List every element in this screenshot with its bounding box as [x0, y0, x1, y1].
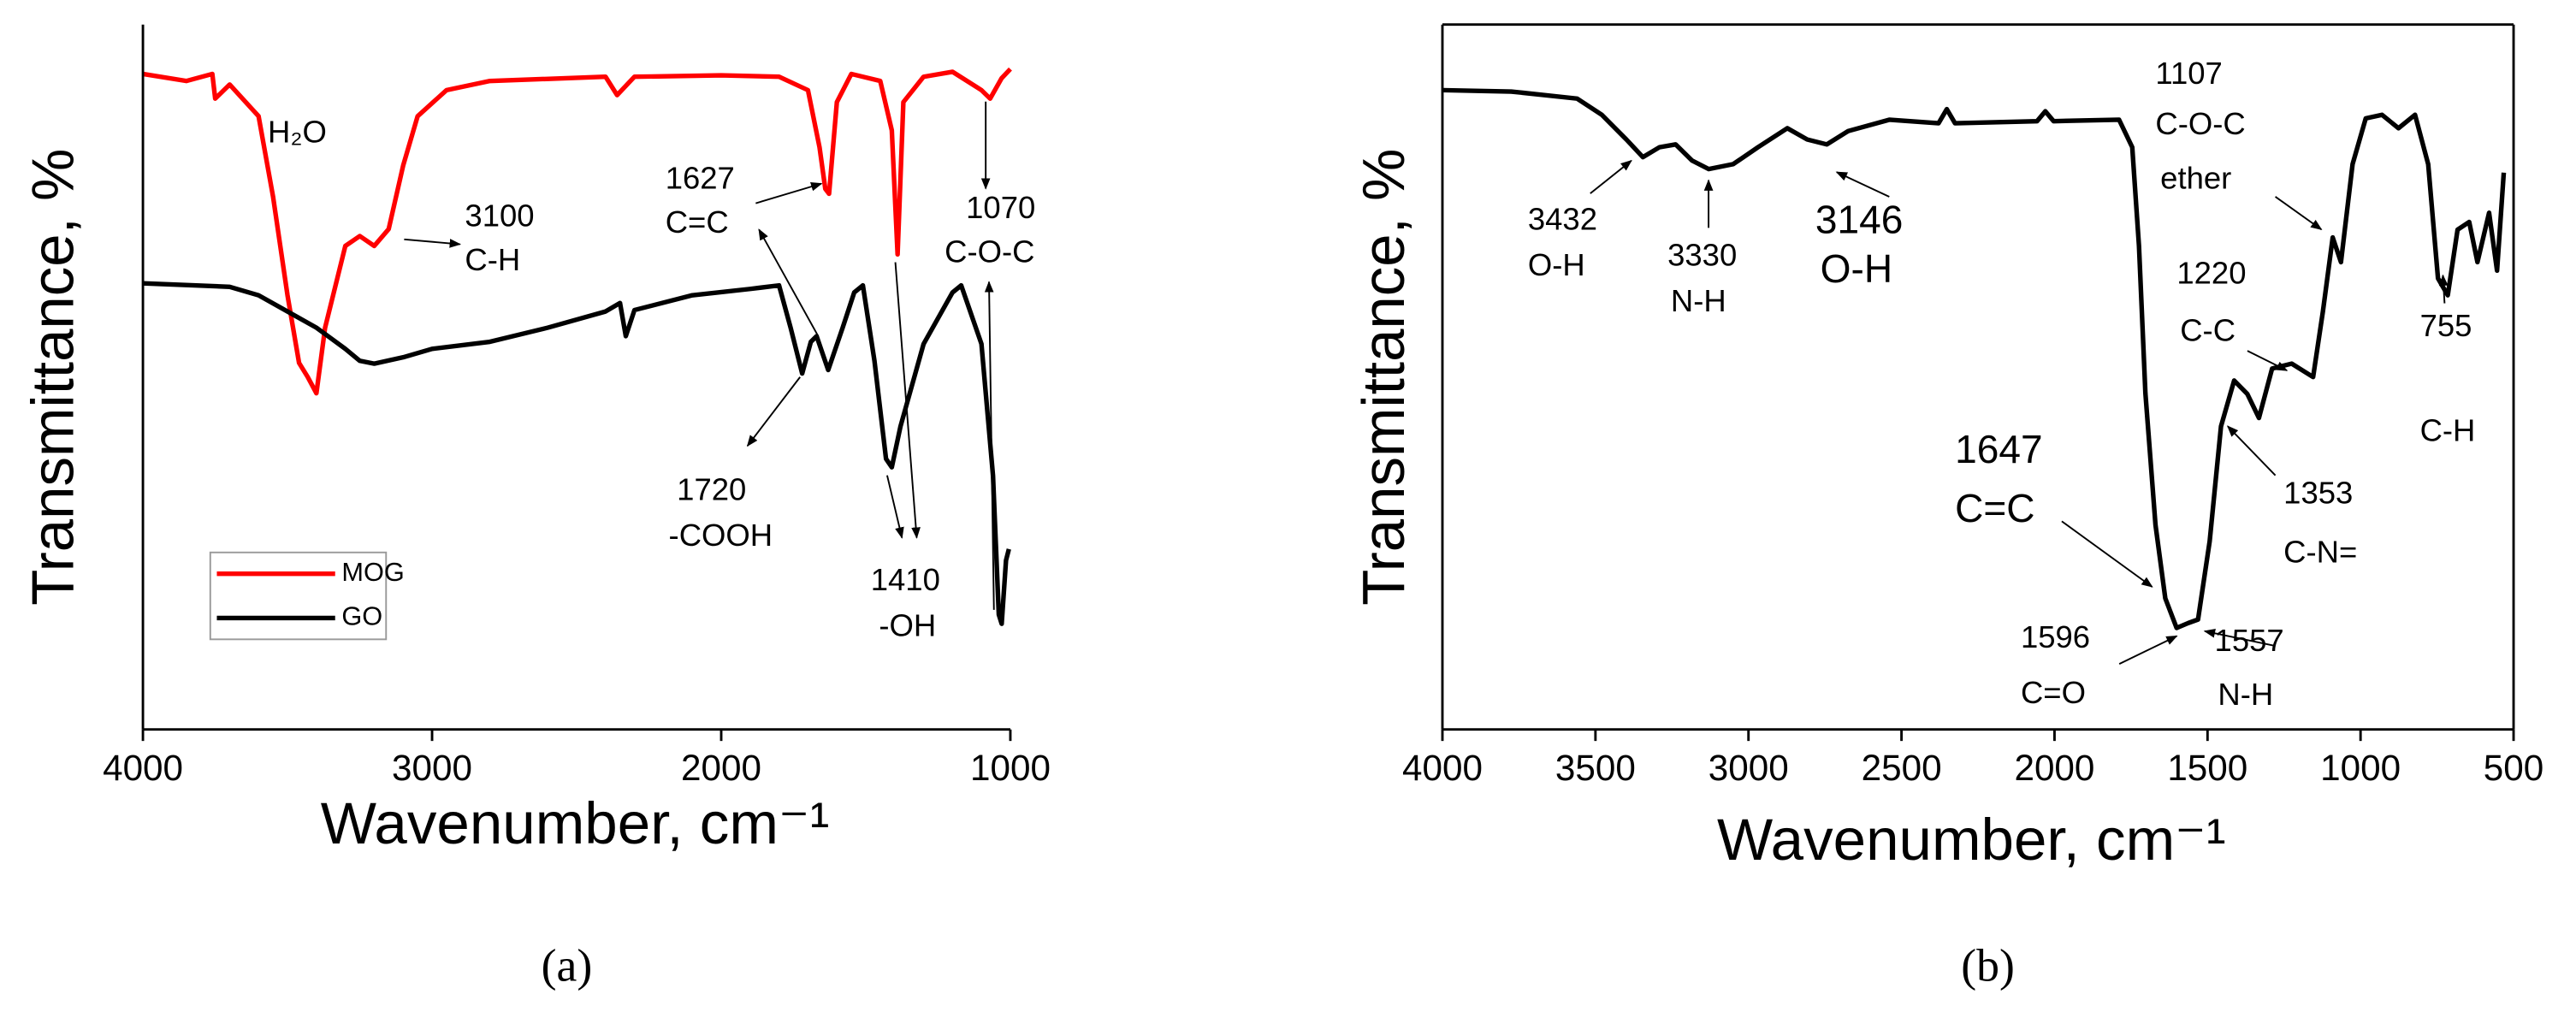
annotation-arrow	[2275, 196, 2323, 231]
annotation: ether	[2160, 160, 2231, 195]
annotation-arrow	[2226, 425, 2277, 476]
annotation: O-H	[1821, 246, 1892, 291]
panel-label: (a)	[542, 940, 593, 991]
annotation: C-O-C	[2155, 106, 2245, 141]
annotation-arrow	[1590, 159, 1632, 194]
spectrum-line	[1442, 87, 2507, 630]
x-tick-label: 1500	[2167, 748, 2247, 788]
annotation-arrow	[404, 238, 462, 248]
x-tick-label: 1000	[2320, 748, 2401, 788]
annotation: N-H	[2218, 677, 2273, 712]
annotation-arrow	[1835, 171, 1890, 198]
spectrum-line	[142, 281, 1011, 626]
x-tick-label: 2500	[1862, 748, 1942, 788]
legend-label: GO	[341, 601, 382, 631]
annotation: C-H	[2420, 413, 2476, 448]
annotation: H₂O	[268, 115, 327, 150]
annotation: C=C	[1955, 486, 2034, 530]
annotation: 1647	[1955, 427, 2042, 471]
annotation: O-H	[1528, 247, 1585, 282]
annotation: 3330	[1667, 238, 1737, 273]
annotation: 1220	[2176, 256, 2246, 291]
annotation: C=C	[666, 204, 729, 240]
x-tick-label: 1000	[970, 748, 1051, 788]
annotation-arrow	[2061, 520, 2153, 588]
annotation-arrow	[2438, 274, 2449, 304]
annotation-arrow	[894, 262, 921, 539]
x-tick-label: 500	[2484, 748, 2543, 788]
annotation-arrow	[755, 181, 823, 204]
annotation: -OH	[879, 608, 936, 643]
panel-label: (b)	[1961, 940, 2015, 991]
x-tick-label: 3000	[392, 748, 472, 788]
x-tick-label: 4000	[1402, 748, 1483, 788]
legend-label: MOG	[341, 557, 404, 587]
annotation-arrow	[2247, 350, 2289, 371]
annotation: 1107	[2155, 56, 2222, 91]
annotation: 3432	[1528, 201, 1597, 236]
annotation-arrow	[2203, 628, 2276, 647]
annotation-arrow	[984, 281, 995, 610]
annotation: 1353	[2283, 475, 2353, 510]
x-tick-label: 2000	[681, 748, 761, 788]
annotation-arrow	[886, 475, 904, 539]
annotation-arrow	[2118, 635, 2178, 665]
annotation: 1720	[677, 472, 746, 507]
spectrum-line	[142, 67, 1012, 396]
annotation: C=O	[2021, 675, 2086, 710]
annotation: C-H	[465, 242, 520, 277]
annotation: 1627	[666, 160, 735, 195]
x-tick-label: 4000	[103, 748, 183, 788]
x-tick-label: 3000	[1708, 748, 1789, 788]
x-tick-label: 3500	[1555, 748, 1636, 788]
legend-box	[209, 551, 388, 641]
annotation-arrow	[746, 376, 801, 447]
annotation: N-H	[1671, 283, 1726, 318]
annotation: -COOH	[669, 518, 773, 553]
annotation: 1596	[2021, 619, 2090, 654]
annotation: 3146	[1815, 198, 1903, 242]
annotation: 3100	[465, 198, 534, 234]
x-tick-label: 2000	[2014, 748, 2094, 788]
annotation: 755	[2420, 308, 2472, 343]
annotation: C-N=	[2283, 534, 2357, 569]
y-axis-label: Transmittance, %	[1350, 149, 1417, 606]
x-axis-label: Wavenumber, cm⁻¹	[321, 790, 830, 856]
annotation: 1070	[966, 190, 1035, 225]
x-axis-label: Wavenumber, cm⁻¹	[1717, 806, 2226, 873]
y-axis-label: Transmittance, %	[19, 149, 86, 606]
annotation: C-O-C	[945, 234, 1034, 269]
annotation: 1410	[871, 562, 940, 597]
annotation-arrow	[758, 228, 820, 337]
annotation: C-C	[2180, 313, 2235, 348]
